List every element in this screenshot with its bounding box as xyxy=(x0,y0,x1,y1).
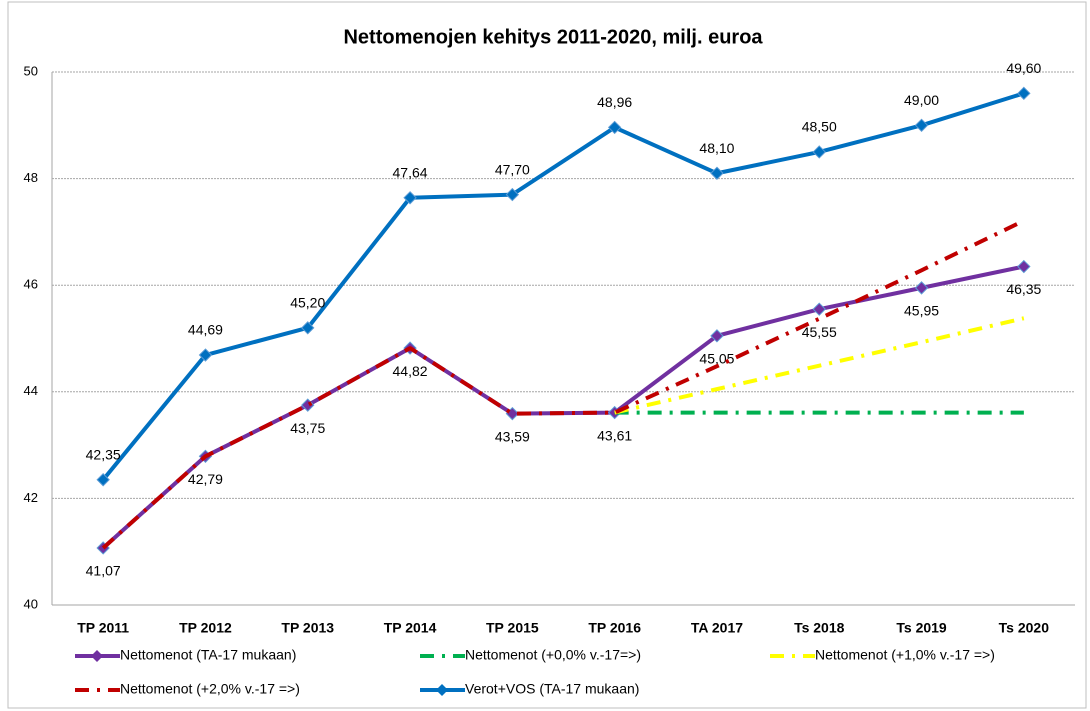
legend-label: Nettomenot (+0,0% v.-17=>) xyxy=(465,647,641,663)
x-tick-label: TP 2013 xyxy=(281,620,334,636)
data-label: 47,70 xyxy=(495,161,530,177)
point-marker xyxy=(914,118,929,133)
point-marker xyxy=(96,473,110,487)
data-label: 48,10 xyxy=(699,140,734,156)
data-label: 45,55 xyxy=(802,324,837,340)
point-marker xyxy=(403,191,417,205)
legend-label: Nettomenot (+2,0% v.-17 =>) xyxy=(120,681,300,697)
point-marker xyxy=(1017,86,1031,101)
data-label: 45,05 xyxy=(699,351,734,367)
data-label: 43,59 xyxy=(495,428,530,444)
series-line xyxy=(101,91,1025,482)
chart-frame xyxy=(7,1,1087,709)
point-marker xyxy=(812,302,826,316)
data-label: 42,79 xyxy=(188,471,223,487)
point-marker xyxy=(301,321,315,335)
series-line xyxy=(614,316,1025,415)
series-line xyxy=(101,218,1025,550)
data-label: 48,50 xyxy=(802,119,837,135)
y-tick-label: 46 xyxy=(24,277,38,292)
legend-marker xyxy=(91,650,103,662)
data-label: 43,61 xyxy=(597,427,632,443)
x-tick-label: TP 2016 xyxy=(588,620,641,636)
y-tick-label: 40 xyxy=(24,596,38,611)
data-label: 45,20 xyxy=(290,295,325,311)
legend-label: Nettomenot (+1,0% v.-17 =>) xyxy=(815,647,995,663)
y-tick-label: 42 xyxy=(24,490,38,505)
point-marker xyxy=(710,166,724,180)
data-label: 42,35 xyxy=(86,446,121,462)
point-marker xyxy=(505,187,520,202)
data-label: 43,75 xyxy=(290,420,325,436)
x-tick-label: TA 2017 xyxy=(691,620,743,636)
x-tick-label: TP 2015 xyxy=(486,620,539,636)
y-tick-label: 44 xyxy=(24,383,38,398)
data-label: 41,07 xyxy=(86,563,121,579)
chart-title: Nettomenojen kehitys 2011-2020, milj. eu… xyxy=(343,26,763,48)
y-tick-label: 50 xyxy=(24,63,38,78)
legend-marker xyxy=(436,684,448,696)
data-label: 46,35 xyxy=(1006,281,1041,297)
x-tick-label: Ts 2019 xyxy=(896,620,947,636)
data-label: 48,96 xyxy=(597,94,632,110)
point-marker xyxy=(914,281,929,295)
data-label: 49,60 xyxy=(1006,60,1041,76)
point-marker xyxy=(710,329,724,343)
x-tick-label: TP 2011 xyxy=(77,620,129,636)
legend-label: Nettomenot (TA-17 mukaan) xyxy=(120,647,296,663)
data-label: 44,69 xyxy=(188,322,223,338)
point-marker xyxy=(198,348,213,362)
point-marker xyxy=(607,120,622,135)
data-label: 44,82 xyxy=(393,363,428,379)
data-label: 45,95 xyxy=(904,303,939,319)
point-marker xyxy=(1017,259,1031,274)
x-tick-label: TP 2012 xyxy=(179,620,232,636)
x-tick-label: Ts 2018 xyxy=(794,620,845,636)
point-marker xyxy=(812,145,826,159)
legend-label: Verot+VOS (TA-17 mukaan) xyxy=(465,681,639,697)
x-tick-label: Ts 2020 xyxy=(999,620,1050,636)
x-tick-label: TP 2014 xyxy=(384,620,437,636)
data-label: 47,64 xyxy=(393,164,428,180)
data-label: 49,00 xyxy=(904,92,939,108)
y-tick-label: 48 xyxy=(24,170,38,185)
